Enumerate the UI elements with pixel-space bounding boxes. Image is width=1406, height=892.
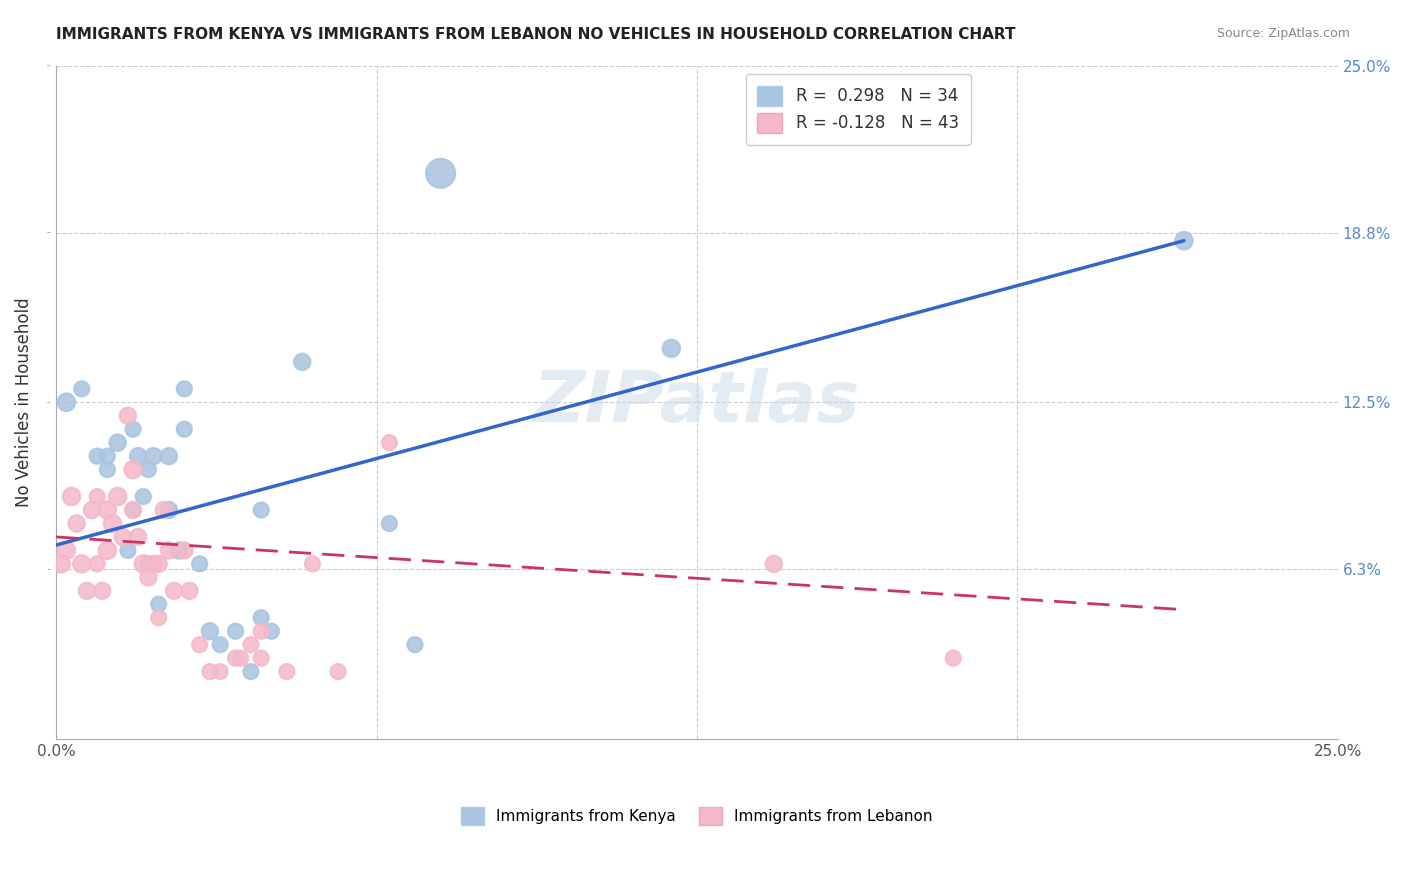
- Point: [107, 490, 129, 504]
- Point: [157, 543, 180, 558]
- Y-axis label: No Vehicles in Household: No Vehicles in Household: [15, 297, 32, 507]
- Point: [66, 516, 89, 531]
- Point: [148, 557, 170, 571]
- Point: [96, 543, 118, 558]
- Point: [96, 449, 118, 463]
- Point: [96, 503, 118, 517]
- Point: [250, 503, 273, 517]
- Point: [163, 583, 186, 598]
- Point: [60, 490, 83, 504]
- Point: [942, 651, 965, 665]
- Point: [148, 597, 170, 611]
- Point: [127, 530, 149, 544]
- Point: [198, 665, 221, 679]
- Point: [239, 665, 262, 679]
- Point: [142, 557, 165, 571]
- Point: [148, 611, 170, 625]
- Point: [70, 557, 93, 571]
- Point: [229, 651, 252, 665]
- Point: [225, 651, 247, 665]
- Text: ZIPatlas: ZIPatlas: [533, 368, 860, 437]
- Point: [96, 462, 118, 476]
- Point: [138, 462, 160, 476]
- Point: [173, 422, 195, 436]
- Point: [101, 516, 124, 531]
- Point: [173, 543, 195, 558]
- Point: [762, 557, 785, 571]
- Point: [138, 570, 160, 584]
- Point: [91, 583, 114, 598]
- Point: [378, 435, 401, 450]
- Point: [86, 449, 108, 463]
- Point: [260, 624, 283, 639]
- Point: [225, 624, 247, 639]
- Point: [80, 503, 103, 517]
- Point: [173, 382, 195, 396]
- Point: [117, 409, 139, 423]
- Point: [188, 638, 211, 652]
- Point: [326, 665, 349, 679]
- Point: [209, 638, 232, 652]
- Point: [55, 395, 77, 409]
- Point: [378, 516, 401, 531]
- Point: [132, 490, 155, 504]
- Point: [276, 665, 298, 679]
- Text: IMMIGRANTS FROM KENYA VS IMMIGRANTS FROM LEBANON NO VEHICLES IN HOUSEHOLD CORREL: IMMIGRANTS FROM KENYA VS IMMIGRANTS FROM…: [56, 27, 1015, 42]
- Point: [152, 503, 174, 517]
- Point: [142, 449, 165, 463]
- Point: [404, 638, 426, 652]
- Point: [291, 355, 314, 369]
- Point: [209, 665, 232, 679]
- Point: [429, 166, 451, 180]
- Point: [659, 342, 682, 356]
- Point: [157, 503, 180, 517]
- Point: [122, 503, 145, 517]
- Point: [76, 583, 98, 598]
- Point: [198, 624, 221, 639]
- Point: [250, 651, 273, 665]
- Point: [107, 435, 129, 450]
- Point: [157, 449, 180, 463]
- Point: [132, 557, 155, 571]
- Legend: Immigrants from Kenya, Immigrants from Lebanon: Immigrants from Kenya, Immigrants from L…: [456, 800, 939, 831]
- Point: [138, 557, 160, 571]
- Point: [1173, 234, 1195, 248]
- Point: [167, 543, 190, 558]
- Point: [86, 557, 108, 571]
- Point: [239, 638, 262, 652]
- Point: [188, 557, 211, 571]
- Point: [111, 530, 134, 544]
- Point: [122, 422, 145, 436]
- Text: Source: ZipAtlas.com: Source: ZipAtlas.com: [1216, 27, 1350, 40]
- Point: [179, 583, 201, 598]
- Point: [117, 543, 139, 558]
- Point: [51, 557, 73, 571]
- Point: [55, 543, 77, 558]
- Point: [301, 557, 323, 571]
- Point: [70, 382, 93, 396]
- Point: [250, 611, 273, 625]
- Point: [122, 503, 145, 517]
- Point: [86, 490, 108, 504]
- Point: [127, 449, 149, 463]
- Point: [122, 462, 145, 476]
- Point: [250, 624, 273, 639]
